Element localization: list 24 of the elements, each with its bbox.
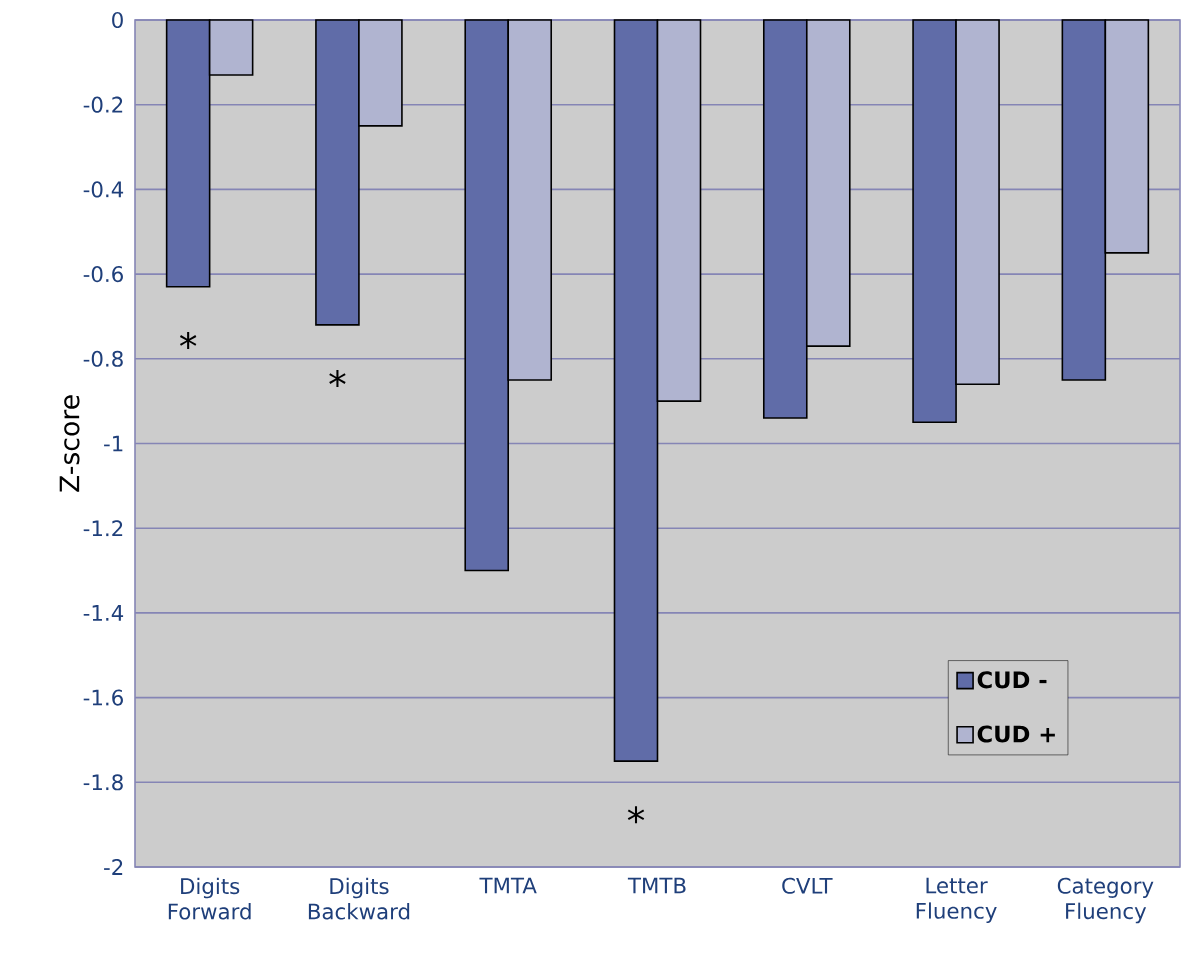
x-tick-label: CVLT xyxy=(782,877,833,894)
y-tick-label: -1.8 xyxy=(83,774,123,791)
y-tick-label: -1.2 xyxy=(83,520,123,537)
y-axis-title: Z-score xyxy=(59,395,80,492)
x-tick-label: TMTB xyxy=(627,877,686,894)
y-tick-label: -0.6 xyxy=(83,266,123,283)
y-tick-label: -1 xyxy=(104,435,123,452)
x-tick-label: Digits Backward xyxy=(308,877,410,920)
y-tick-label: 0 xyxy=(112,11,123,29)
y-tick-label: -2 xyxy=(104,859,123,875)
y-tick-label: -0.4 xyxy=(83,181,124,198)
x-tick-label: Category Fluency xyxy=(1057,877,1154,924)
x-tick-label: Digits Forward xyxy=(168,877,251,920)
annotation: * xyxy=(329,370,346,388)
x-tick-label: Letter Fluency xyxy=(916,877,997,924)
annotation: * xyxy=(627,806,645,824)
y-tick-label: -1.4 xyxy=(83,605,124,621)
y-tick-label: -0.8 xyxy=(83,350,123,367)
x-tick-label: TMTA xyxy=(479,877,537,894)
y-tick-label: -1.6 xyxy=(83,689,123,706)
annotation: * xyxy=(179,331,197,349)
legend-label: CUD - xyxy=(977,671,1047,689)
y-tick-label: -0.2 xyxy=(83,96,123,113)
legend-label: CUD + xyxy=(977,725,1055,743)
